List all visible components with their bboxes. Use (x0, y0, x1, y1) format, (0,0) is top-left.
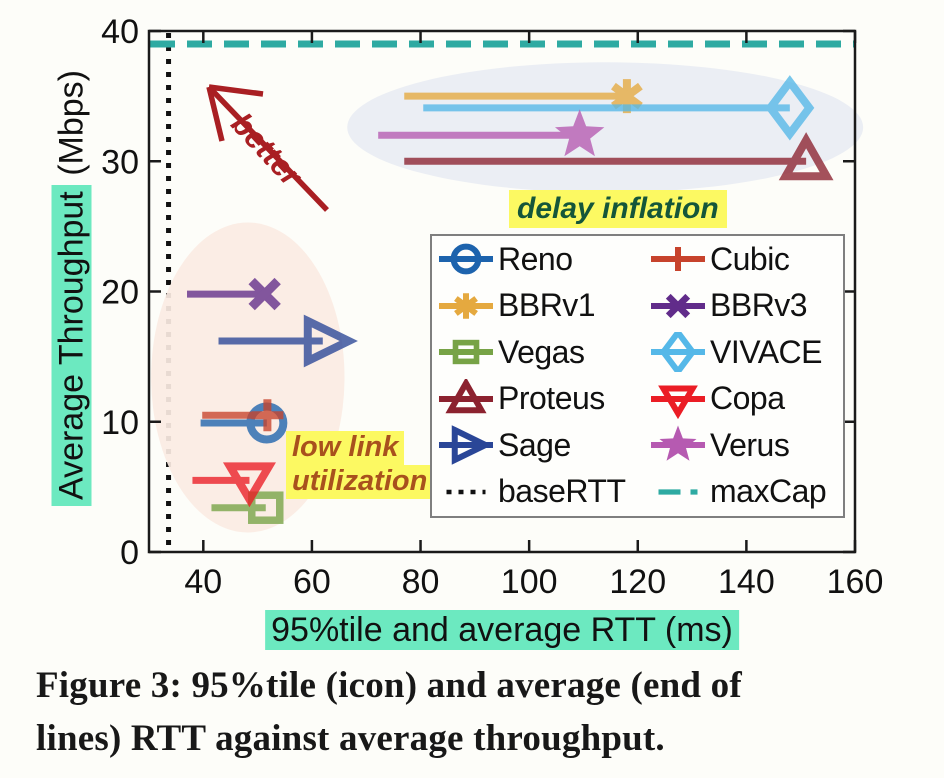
series-cubic (202, 399, 284, 432)
series-bbrv3-marker (248, 277, 281, 311)
series-verus-marker (554, 109, 605, 157)
series-copa-marker (222, 462, 276, 508)
legend-marker-triangle-down-icon (651, 385, 705, 419)
legend-item-reno: Reno (434, 239, 646, 279)
better-arrow (206, 84, 329, 212)
legend-label: Cubic (710, 240, 790, 277)
legend-marker-dashed-line-icon (658, 489, 698, 495)
y-tick-label: 10 (101, 404, 139, 442)
series-proteus (404, 132, 834, 181)
series-verus (378, 109, 605, 157)
y-axis-label-unit: (Mbps) (52, 70, 91, 186)
x-tick-label: 80 (402, 563, 440, 601)
legend-label: Proteus (498, 380, 605, 417)
legend-item-sage: Sage (434, 425, 646, 466)
series-cubic-marker (251, 399, 284, 432)
series-vegas (211, 491, 284, 524)
series-sage-marker (303, 314, 358, 368)
x-tick-label: 100 (501, 563, 558, 601)
legend-item-proteus: Proteus (434, 378, 646, 419)
x-tick-label: 140 (718, 563, 775, 601)
legend-marker-diamond-icon (651, 332, 705, 373)
legend-marker-triangle-up-icon (439, 378, 493, 413)
legend-label: Copa (710, 380, 785, 417)
legend-marker-square-icon (439, 340, 493, 365)
series-vivace-marker (765, 75, 815, 141)
legend-label: VIVACE (710, 333, 823, 370)
figure-caption: Figure 3: 95%tile (icon) and average (en… (36, 665, 742, 759)
legend-label: Sage (498, 426, 571, 463)
legend-marker-star-icon (651, 425, 705, 461)
legend-item-verus: Verus (646, 425, 841, 465)
series-vegas-marker (248, 491, 284, 524)
y-axis-label-highlighted: Average Throughput (51, 185, 92, 506)
series-bbrv3 (187, 277, 281, 311)
low-link-utilization-annotation: low link utilization (286, 431, 434, 499)
series-proteus-marker (778, 132, 834, 181)
y-axis-label: Average Throughput (Mbps) (51, 70, 92, 506)
delay-inflation-annotation: delay inflation (509, 190, 727, 228)
legend-marker-dotted-line-icon (446, 489, 486, 494)
series-vivace (423, 75, 815, 141)
legend-item-basertt: baseRTT (434, 472, 646, 512)
axis-ticks (149, 29, 857, 554)
x-axis-label: 95%tile and average RTT (ms) (265, 610, 739, 650)
legend-item-bbrv1: BBRv1 (434, 286, 646, 326)
x-tick-label: 120 (609, 563, 666, 601)
legend-marker-triangle-right-icon (439, 425, 493, 466)
legend-item-bbrv3: BBRv3 (646, 286, 841, 326)
x-tick-label: 60 (293, 563, 331, 601)
legend-marker-plus-icon (651, 247, 705, 272)
y-tick-label: 30 (101, 143, 139, 181)
series-copa (192, 462, 276, 508)
legend-label: BBRv3 (710, 287, 808, 324)
legend-label: Vegas (498, 333, 585, 370)
legend-marker-asterisk-icon (439, 293, 493, 319)
legend-item-vegas: Vegas (434, 332, 646, 372)
legend-label: Verus (710, 426, 790, 463)
y-tick-label: 0 (120, 534, 139, 572)
legend-item-maxcap: maxCap (646, 472, 841, 512)
legend-label: baseRTT (498, 473, 626, 510)
y-tick-label: 20 (101, 274, 139, 312)
legend-marker-circle-icon (439, 243, 493, 275)
legend-label: Reno (498, 240, 573, 277)
tick-labels: 40 60 80 100 120 140 160 0 10 20 30 40 (101, 13, 883, 601)
x-tick-label: 40 (184, 563, 222, 601)
legend-item-vivace: VIVACE (646, 332, 841, 373)
series-sage (218, 314, 358, 368)
legend-marker-x-icon (651, 293, 705, 318)
legend-label: BBRv1 (498, 287, 596, 324)
y-tick-label: 40 (101, 13, 139, 51)
rtt-throughput-plot: 40 60 80 100 120 140 160 0 10 20 30 40 (101, 13, 883, 601)
x-tick-label: 160 (827, 563, 884, 601)
plot-legend: Reno Cubic BBRv1 BBRv3 Vegas VIVACE Proteus Cop… (430, 234, 845, 518)
legend-item-copa: Copa (646, 379, 841, 419)
legend-item-cubic: Cubic (646, 239, 841, 279)
legend-label: maxCap (710, 473, 827, 510)
